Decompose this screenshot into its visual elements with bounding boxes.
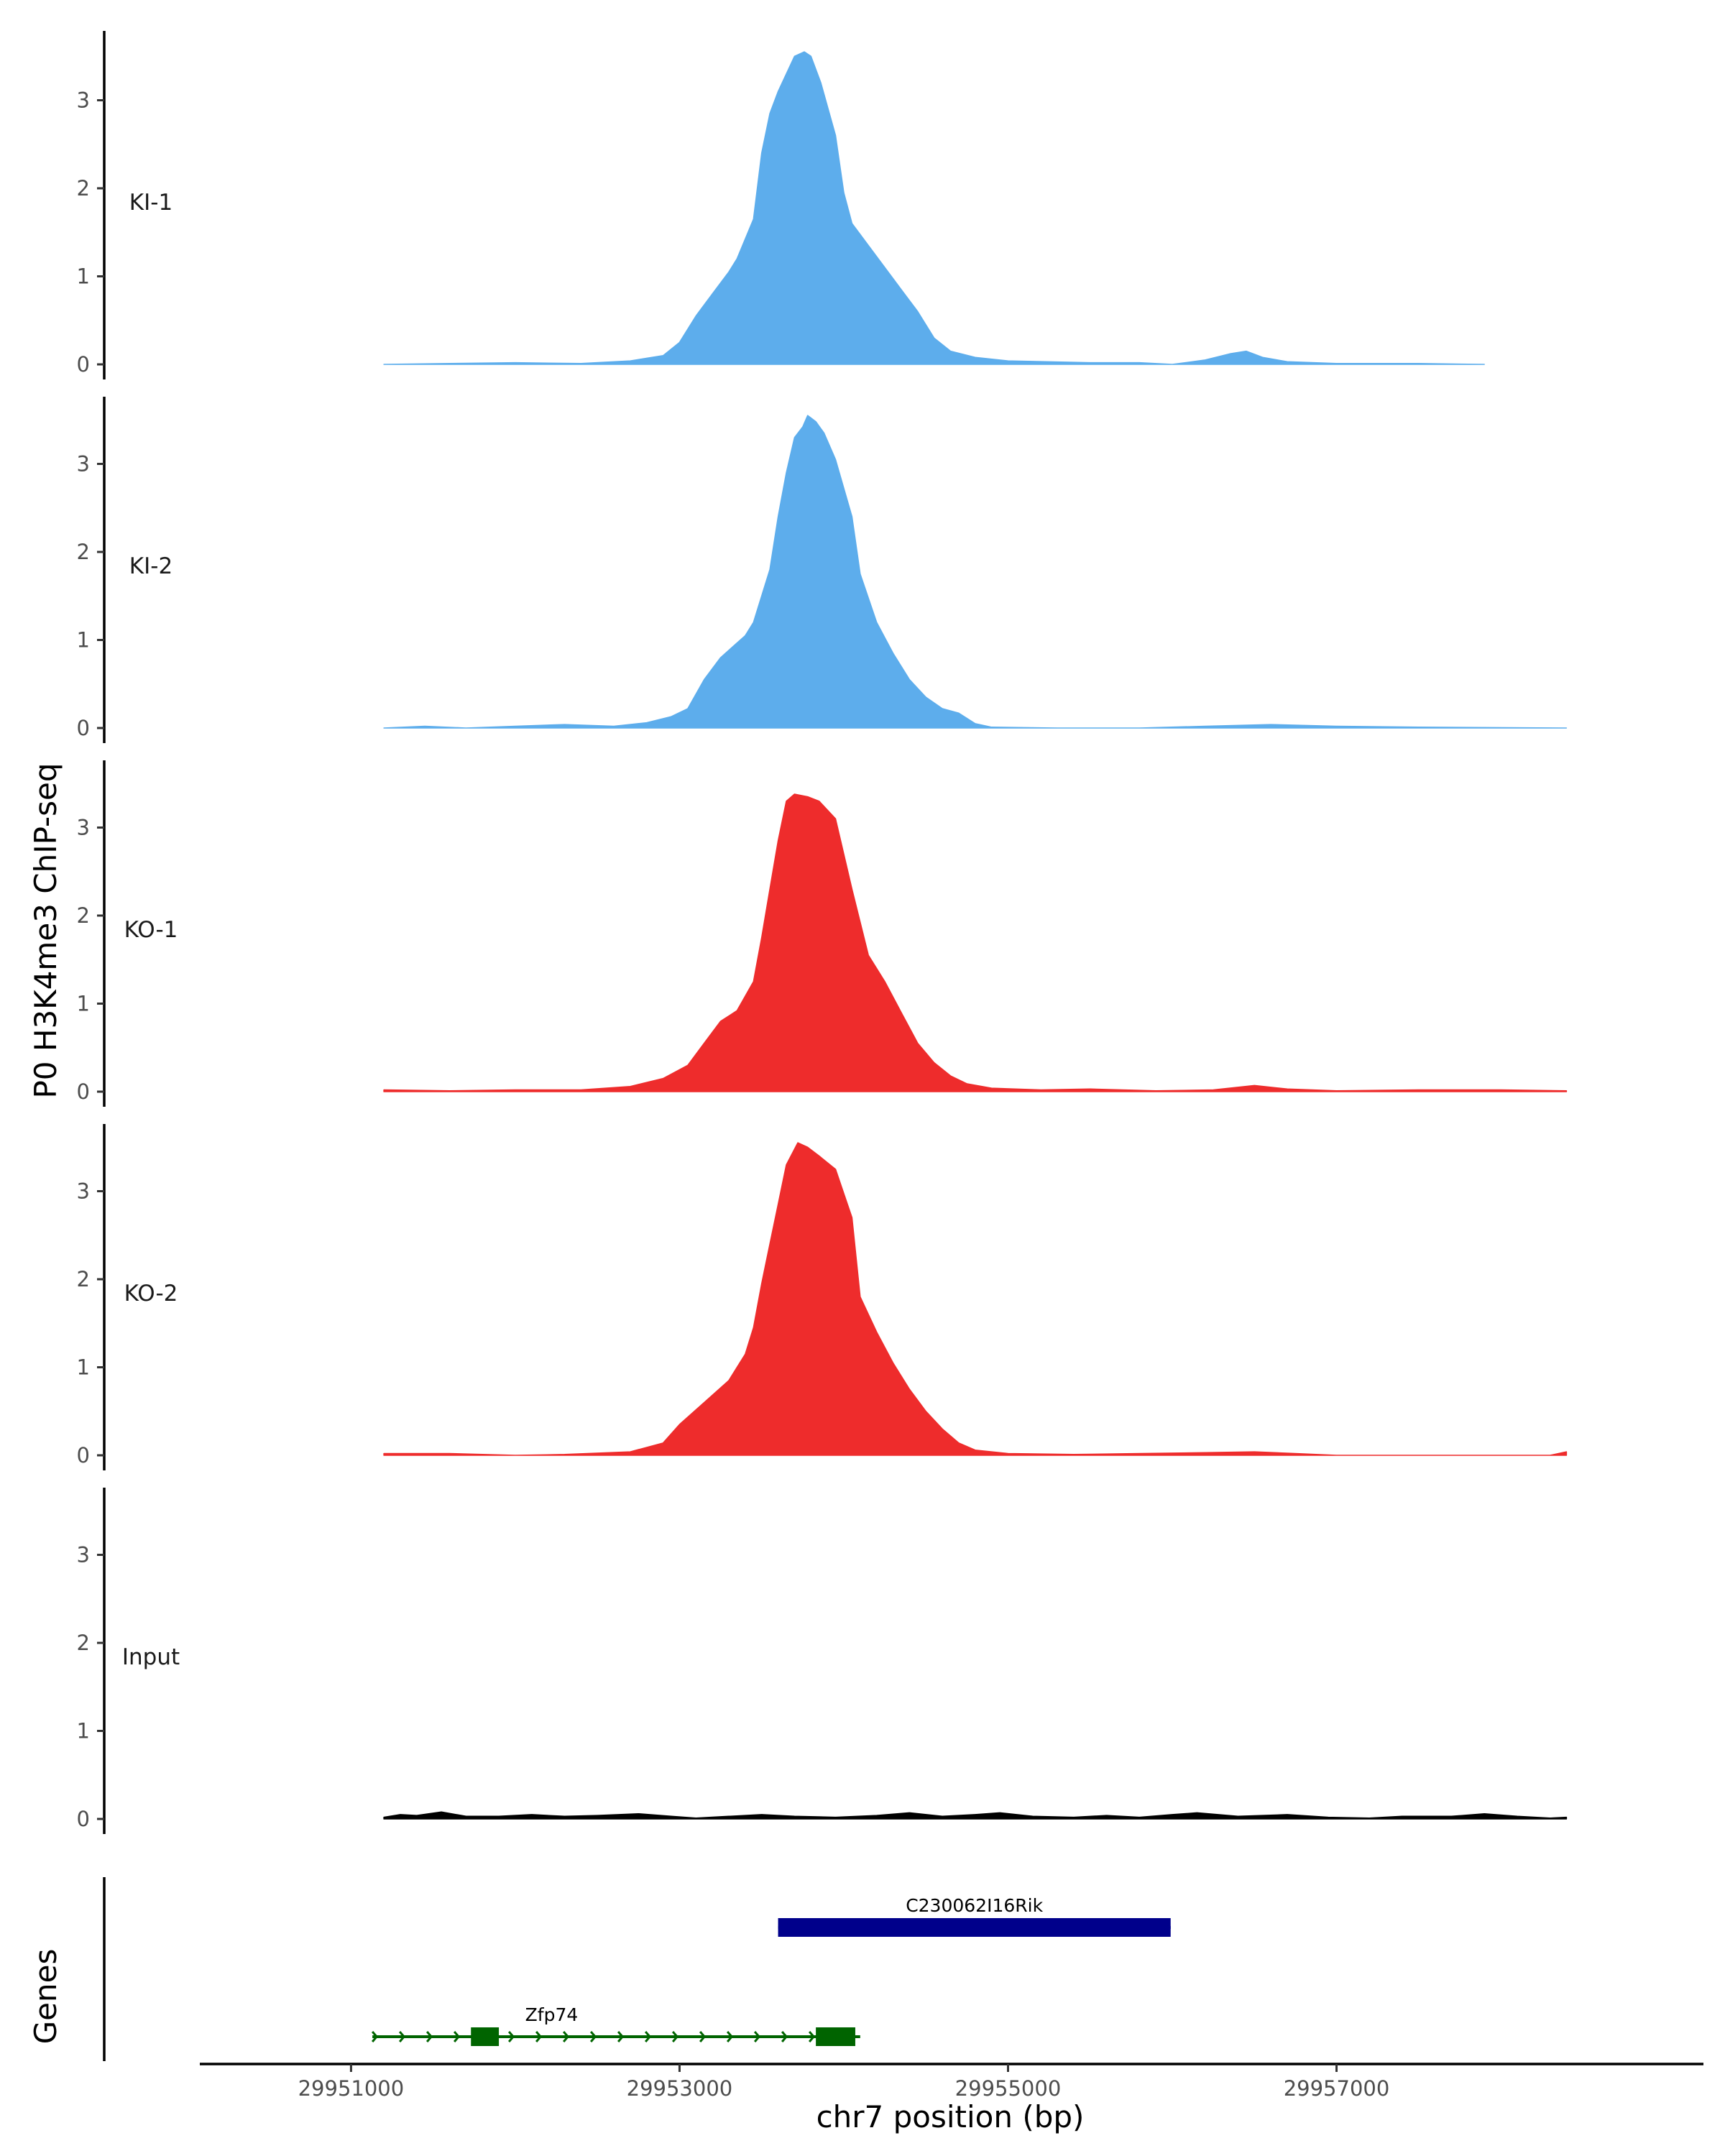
strand-arrow — [480, 2031, 488, 2042]
strand-arrow — [835, 2031, 843, 2042]
gene-c230062i16rik: C230062I16Rik — [778, 1895, 1171, 1937]
x-tick-label: 29955000 — [955, 2076, 1062, 2101]
strand-arrow — [753, 2031, 761, 2042]
gene-label: Zfp74 — [525, 2004, 579, 2025]
track-label: KI-1 — [129, 190, 172, 216]
strand-arrow — [426, 2031, 433, 2042]
y-tick-label: 0 — [77, 716, 90, 740]
track-label: Input — [122, 1644, 180, 1670]
strand-arrow — [808, 1922, 815, 1933]
y-tick-label: 2 — [77, 1631, 90, 1655]
strand-arrow — [862, 1922, 870, 1933]
strand-arrow — [808, 2031, 816, 2042]
strand-arrow — [453, 2031, 461, 2042]
x-tick-label: 29957000 — [1284, 2076, 1390, 2101]
track-panel-ki-2: 0 1 2 3 KI-2 — [77, 397, 1568, 743]
track-panel-ko-2: 0 1 2 3 KO-2 — [77, 1124, 1568, 1470]
strand-arrow — [890, 1922, 897, 1933]
strand-arrow — [371, 2031, 379, 2042]
strand-arrow — [781, 1922, 788, 1933]
y-tick-label: 3 — [77, 1179, 90, 1204]
strand-arrow — [944, 1922, 952, 1933]
strand-arrow — [535, 2031, 543, 2042]
y-tick-label: 3 — [77, 88, 90, 113]
y-tick-label: 2 — [77, 1267, 90, 1291]
y-tick-label: 1 — [77, 628, 90, 653]
y-tick-label: 1 — [77, 1719, 90, 1743]
gene-annotation-panel: C230062I16Rik Zfp74 — [103, 1877, 1171, 2061]
y-tick-label: 2 — [77, 903, 90, 928]
strand-arrow — [1054, 1922, 1061, 1933]
x-axis-title: chr7 position (bp) — [816, 2099, 1085, 2134]
y-axis-title: P0 H3K4me3 ChIP-seq — [28, 763, 63, 1098]
y-tick-label: 3 — [77, 816, 90, 840]
strand-arrow — [1136, 1922, 1143, 1933]
strand-arrow — [589, 2031, 597, 2042]
track-label: KI-2 — [129, 553, 172, 579]
y-tick-label: 1 — [77, 264, 90, 289]
strand-arrow — [999, 1922, 1006, 1933]
y-tick-label: 3 — [77, 452, 90, 476]
coverage-area-ki-2 — [383, 415, 1568, 729]
track-label: KO-2 — [124, 1281, 178, 1307]
track-panel-ko-1: 0 1 2 3 KO-1 — [77, 760, 1568, 1107]
genes-panel-title: Genes — [28, 1949, 63, 2045]
gene-label: C230062I16Rik — [906, 1895, 1043, 1916]
coverage-area-ko-1 — [383, 793, 1568, 1092]
strand-arrow — [617, 2031, 625, 2042]
strand-arrow — [726, 2031, 734, 2042]
strand-arrow — [644, 2031, 652, 2042]
y-tick-label: 0 — [77, 352, 90, 377]
y-tick-label: 1 — [77, 1355, 90, 1380]
strand-arrow — [671, 2031, 679, 2042]
track-label: KO-1 — [124, 917, 178, 943]
y-tick-label: 0 — [77, 1079, 90, 1104]
x-tick-label: 29951000 — [298, 2076, 405, 2101]
gene-zfp74: Zfp74 — [371, 2004, 860, 2046]
strand-arrow — [1163, 1922, 1170, 1933]
y-tick-label: 2 — [77, 540, 90, 564]
strand-arrow — [1081, 1922, 1088, 1933]
coverage-area-ki-1 — [383, 51, 1485, 365]
strand-arrow — [781, 2031, 788, 2042]
strand-arrow — [972, 1922, 979, 1933]
coverage-panels: 0 1 2 3 KI-1 0 1 2 3 KI-2 0 1 2 3 KO-1 0 1 2 3 KO-2 0 1 2 3 Inpu… — [77, 31, 1568, 1834]
strand-arrow — [562, 2031, 570, 2042]
y-tick-label: 1 — [77, 992, 90, 1016]
x-tick-label: 29953000 — [627, 2076, 733, 2101]
strand-arrow — [1108, 1922, 1116, 1933]
strand-arrow — [1026, 1922, 1034, 1933]
y-tick-label: 2 — [77, 176, 90, 201]
x-axis: 29951000 29953000 29955000 29957000 — [200, 2063, 1703, 2101]
coverage-area-input — [383, 1811, 1568, 1820]
track-panel-ki-1: 0 1 2 3 KI-1 — [77, 31, 1485, 379]
strand-arrow — [507, 2031, 515, 2042]
track-panel-input: 0 1 2 3 Input — [77, 1488, 1568, 1834]
strand-arrow — [398, 2031, 406, 2042]
strand-arrow — [835, 1922, 842, 1933]
strand-arrow — [699, 2031, 707, 2042]
y-tick-label: 3 — [77, 1543, 90, 1567]
y-tick-label: 0 — [77, 1807, 90, 1831]
y-tick-label: 0 — [77, 1443, 90, 1468]
gene-exon — [816, 2027, 855, 2046]
coverage-area-ko-2 — [383, 1142, 1568, 1456]
strand-arrow — [917, 1922, 924, 1933]
